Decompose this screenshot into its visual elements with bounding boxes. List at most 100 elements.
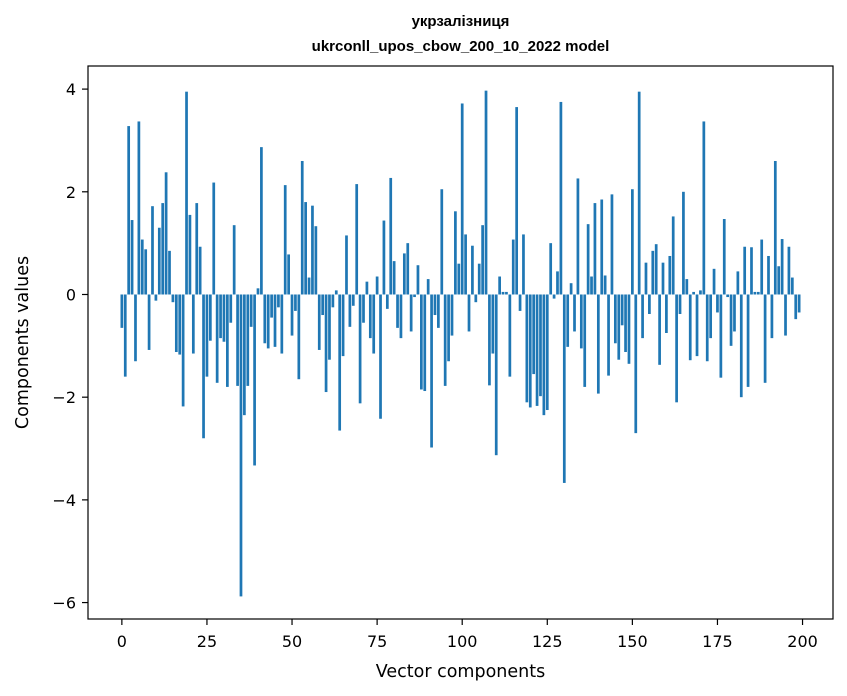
bar-component-77 [382,220,386,295]
bar-component-178 [726,294,730,298]
bar-component-19 [185,91,188,295]
bar-component-143 [607,294,610,376]
bar-component-81 [396,294,399,328]
bar-component-96 [447,294,450,362]
bar-component-28 [215,294,219,383]
bar-component-8 [147,294,151,350]
bar-component-165 [682,191,685,295]
bar-component-131 [566,294,570,347]
bar-component-87 [416,265,420,295]
bar-component-97 [450,294,454,336]
bar-component-133 [573,294,576,332]
bar-component-9 [151,206,154,295]
bar-component-177 [722,219,726,295]
x-axis-label: Vector components [376,662,545,682]
bar-component-195 [784,294,787,336]
bar-component-126 [549,243,553,295]
bar-component-25 [205,294,209,377]
bar-component-53 [300,160,304,295]
bar-component-122 [535,294,539,406]
bar-component-5 [137,121,141,295]
bar-component-14 [168,250,171,295]
bar-component-102 [467,294,471,332]
bar-component-31 [226,294,229,387]
bar-component-128 [556,271,559,295]
x-tick-label: 25 [197,632,217,651]
bar-component-163 [675,294,678,403]
bar-component-68 [351,294,355,306]
bar-component-111 [498,276,501,295]
bar-component-193 [777,266,781,295]
bar-component-46 [277,294,280,308]
bar-component-92 [433,294,437,316]
bar-component-88 [420,294,423,390]
x-tick-label: 150 [617,632,648,651]
bar-component-39 [253,294,256,466]
x-tick-label: 200 [787,632,818,651]
bar-component-43 [266,294,270,349]
bar-component-100 [460,103,464,295]
bar-component-164 [678,294,682,314]
bar-component-137 [586,224,590,295]
bar-component-118 [522,234,525,295]
bar-component-150 [631,189,634,295]
bar-component-16 [174,294,178,352]
bar-component-175 [716,294,719,313]
bar-component-123 [539,294,542,397]
x-axis: 0 25 50 75 100 125 150 175 200 [117,619,818,651]
bar-component-65 [341,294,345,357]
bar-component-167 [688,294,692,361]
bar-component-162 [671,216,675,295]
bar-component-41 [260,147,263,295]
bar-component-184 [746,294,750,387]
bar-series [120,90,801,597]
bar-component-172 [705,294,709,362]
bar-component-170 [699,290,702,295]
bar-component-181 [736,271,740,295]
bar-component-105 [477,263,481,295]
bar-component-168 [692,291,695,295]
bar-component-196 [787,246,791,295]
bar-component-4 [134,294,137,362]
y-tick-label: 0 [66,285,76,304]
bar-component-50 [290,294,294,336]
bar-component-191 [770,294,774,339]
bar-component-108 [488,294,491,386]
bar-component-142 [603,275,607,295]
bar-component-24 [202,294,205,439]
bar-component-29 [219,294,222,339]
y-tick-label: −4 [52,491,76,510]
bar-component-189 [763,294,767,383]
bar-component-55 [307,277,311,295]
bar-component-93 [437,294,440,328]
bar-component-11 [157,227,161,295]
y-axis-label: Components values [13,256,33,429]
bar-component-154 [644,262,648,295]
bar-component-116 [515,107,519,295]
bar-component-95 [443,294,447,386]
bar-component-76 [379,294,382,419]
bar-component-60 [324,294,328,393]
bar-component-148 [624,294,627,352]
bar-component-107 [484,90,488,295]
bar-component-59 [321,294,325,316]
bar-component-0 [120,294,124,328]
bar-component-12 [161,203,165,295]
x-tick-label: 50 [282,632,302,651]
bar-component-84 [406,243,410,295]
bar-component-158 [658,294,661,365]
bar-component-21 [191,294,195,354]
bar-component-62 [331,294,335,308]
bar-component-176 [719,294,723,378]
chart-title: укрзалізниця [412,13,510,30]
bar-component-134 [576,178,580,295]
bar-component-91 [430,294,433,448]
bar-component-185 [750,247,753,295]
bar-component-52 [297,294,301,380]
bar-component-2 [127,126,131,295]
bar-component-44 [270,294,273,318]
bar-component-38 [249,294,253,327]
bar-component-136 [583,294,587,387]
bar-component-187 [756,291,760,295]
bar-component-103 [471,245,474,295]
